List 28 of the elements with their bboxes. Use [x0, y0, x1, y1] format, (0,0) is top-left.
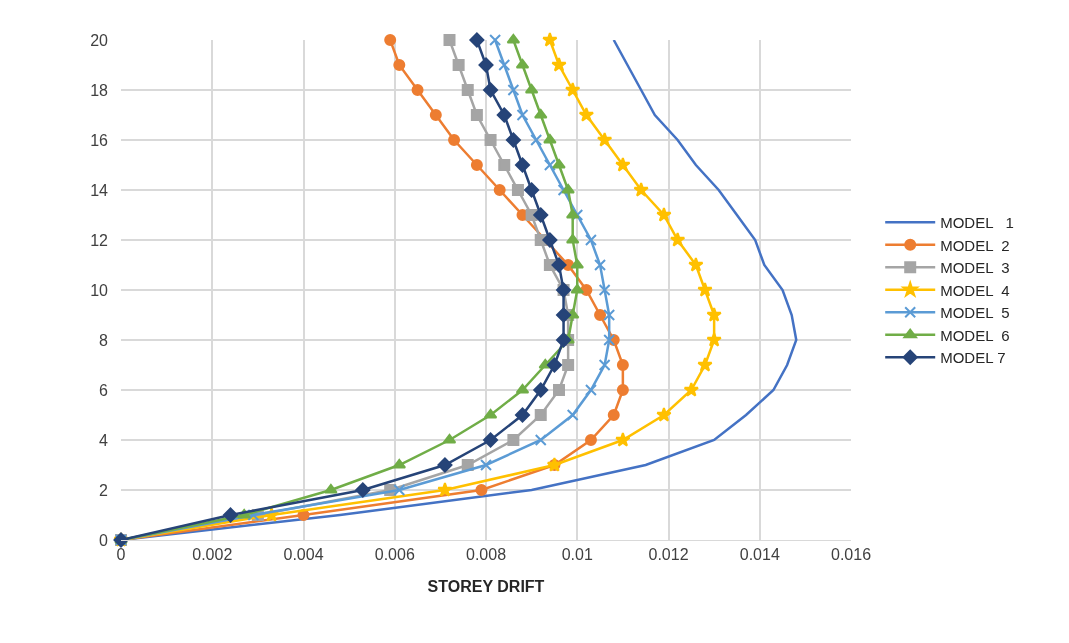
y-tick-label: 10 — [90, 281, 109, 299]
x-axis-title: STOREY DRIFT — [427, 577, 545, 595]
x-tick-label: 0 — [116, 546, 126, 564]
legend-label: MODEL 1 — [940, 214, 1014, 232]
x-tick-label: 0.002 — [192, 546, 233, 564]
legend-label: MODEL 5 — [940, 304, 1010, 322]
y-tick-label: 6 — [99, 381, 109, 399]
x-tick-label: 0.008 — [465, 546, 507, 564]
y-tick-label: 16 — [90, 131, 109, 149]
x-tick-label: 0.016 — [830, 546, 872, 564]
x-tick-label: 0.01 — [561, 546, 593, 564]
legend-label: MODEL 2 — [940, 236, 1010, 254]
legend-label: MODEL 6 — [940, 326, 1010, 344]
x-tick-label: 0.014 — [739, 546, 780, 564]
y-tick-label: 4 — [99, 431, 109, 449]
y-tick-label: 2 — [99, 481, 109, 499]
legend-label: MODEL 7 — [940, 349, 1006, 367]
y-tick-label: 0 — [99, 531, 109, 549]
y-tick-label: 14 — [90, 181, 109, 199]
x-tick-label: 0.012 — [648, 546, 689, 564]
x-tick-label: 0.006 — [374, 546, 415, 564]
y-tick-label: 8 — [99, 331, 109, 349]
legend-label: MODEL 3 — [940, 259, 1010, 277]
x-tick-label: 0.004 — [283, 546, 324, 564]
y-tick-label: 18 — [90, 81, 109, 99]
y-tick-label: 20 — [90, 31, 109, 49]
legend-label: MODEL 4 — [940, 281, 1010, 299]
y-tick-label: 12 — [90, 231, 109, 249]
